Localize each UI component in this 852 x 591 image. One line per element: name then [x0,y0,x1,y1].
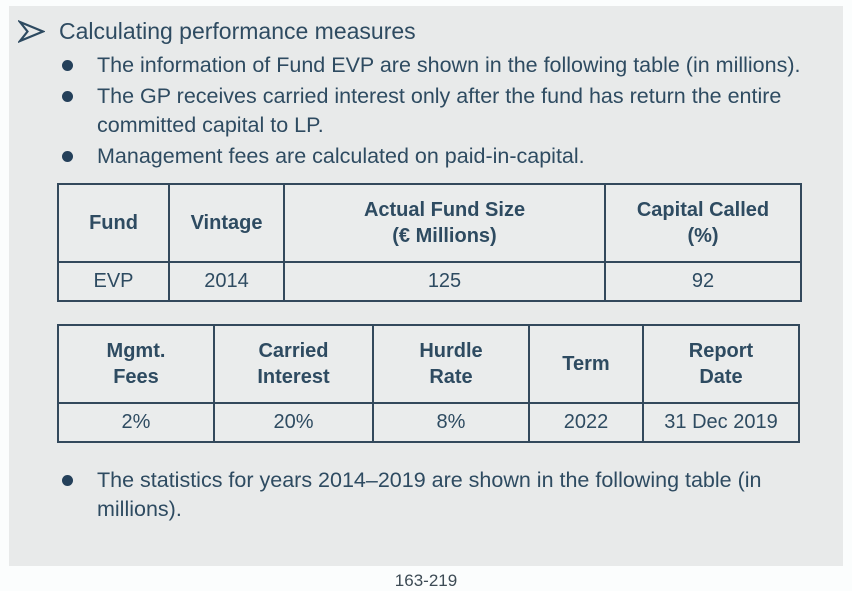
table-header-row: Mgmt. Fees Carried Interest Hurdle Rate … [57,324,800,404]
table-cell: 8% [372,402,530,443]
circle-bullet-icon [62,91,73,102]
bullet-list: The information of Fund EVP are shown in… [18,51,833,171]
table-cell: 2014 [168,261,285,302]
list-item: The GP receives carried interest only af… [62,82,833,140]
fund-terms-table: Mgmt. Fees Carried Interest Hurdle Rate … [57,324,800,443]
bullet-text: The information of Fund EVP are shown in… [97,53,801,77]
page-number: 163-219 [394,571,458,590]
table-header-cell: Fund [57,183,170,263]
circle-bullet-icon [62,151,73,162]
circle-bullet-icon [62,60,73,71]
slide-title-row: Calculating performance measures [18,16,833,46]
table-cell: 125 [283,261,606,302]
table-header-cell: Vintage [168,183,285,263]
circle-bullet-icon [62,475,73,486]
table-cell: 31 Dec 2019 [642,402,800,443]
table-cell: 2% [57,402,215,443]
table-cell: 92 [604,261,802,302]
table-header-cell: Carried Interest [213,324,374,404]
list-item: The statistics for years 2014–2019 are s… [62,466,833,524]
table-row: 2% 20% 8% 2022 31 Dec 2019 [57,402,800,443]
table-header-cell: Term [528,324,644,404]
arrowhead-bullet-icon [18,19,45,43]
table-header-cell: Report Date [642,324,800,404]
list-item: Management fees are calculated on paid-i… [62,142,833,171]
bullet-text: The GP receives carried interest only af… [97,84,782,137]
table-header-cell: Capital Called (%) [604,183,802,263]
table-cell: EVP [57,261,170,302]
table-header-cell: Actual Fund Size (€ Millions) [283,183,606,263]
table-header-row: Fund Vintage Actual Fund Size (€ Million… [57,183,802,263]
list-item: The information of Fund EVP are shown in… [62,51,833,80]
table-header-cell: Mgmt. Fees [57,324,215,404]
slide-title: Calculating performance measures [59,18,416,44]
table-cell: 2022 [528,402,644,443]
page-footer: 163-219 [0,571,852,591]
bullet-text: The statistics for years 2014–2019 are s… [97,468,762,521]
slide-content-area: Calculating performance measures The inf… [9,6,843,566]
table-header-cell: Hurdle Rate [372,324,530,404]
fund-info-table: Fund Vintage Actual Fund Size (€ Million… [57,183,802,302]
table-cell: 20% [213,402,374,443]
table-row: EVP 2014 125 92 [57,261,802,302]
bullet-text: Management fees are calculated on paid-i… [97,144,585,168]
